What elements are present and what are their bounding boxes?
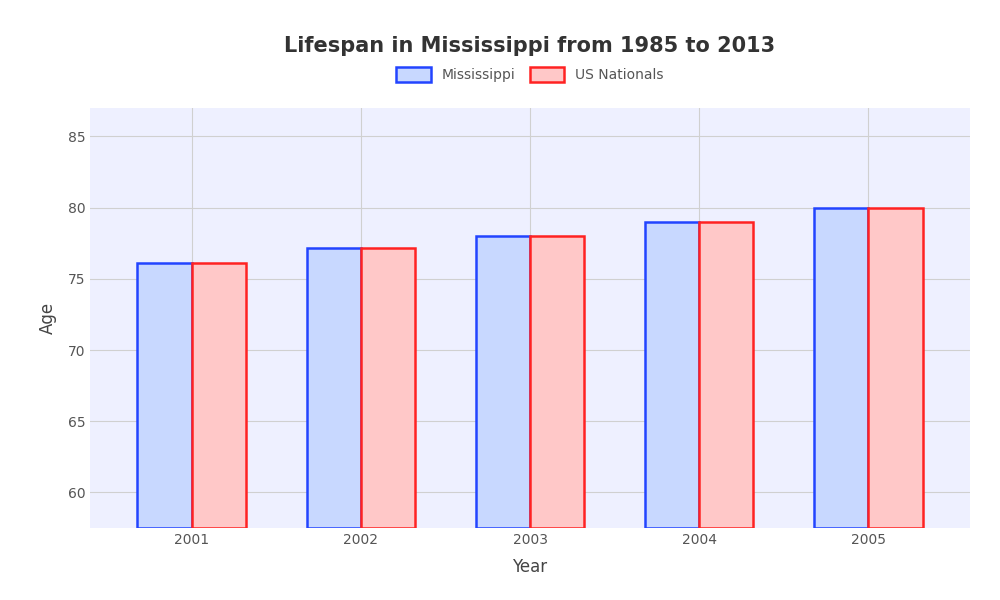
Bar bbox=[476, 236, 530, 528]
Bar bbox=[868, 208, 923, 528]
Bar bbox=[307, 248, 361, 528]
X-axis label: Year: Year bbox=[512, 558, 548, 576]
Bar bbox=[699, 222, 753, 528]
Bar bbox=[361, 248, 415, 528]
Bar bbox=[814, 208, 868, 528]
Bar bbox=[137, 263, 192, 528]
Bar bbox=[645, 222, 699, 528]
Legend: Mississippi, US Nationals: Mississippi, US Nationals bbox=[389, 61, 671, 89]
Title: Lifespan in Mississippi from 1985 to 2013: Lifespan in Mississippi from 1985 to 201… bbox=[284, 37, 776, 56]
Bar bbox=[530, 236, 584, 528]
Bar bbox=[192, 263, 246, 528]
Y-axis label: Age: Age bbox=[38, 302, 56, 334]
